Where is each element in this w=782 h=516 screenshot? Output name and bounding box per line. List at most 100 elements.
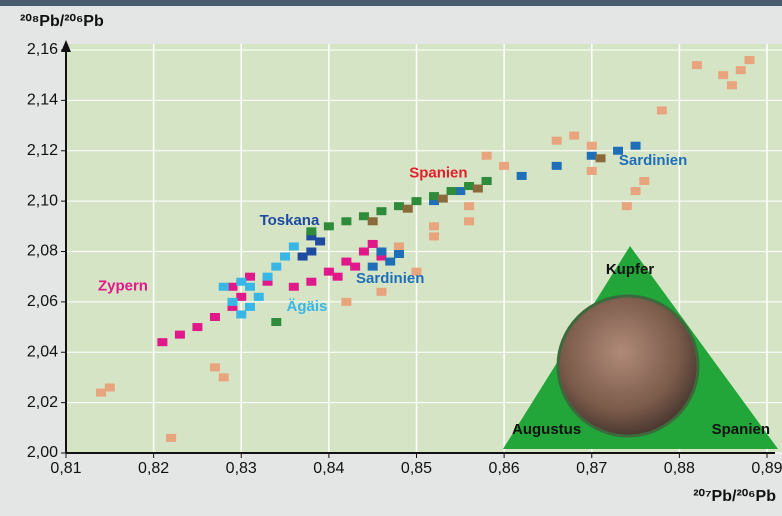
point <box>271 263 281 271</box>
point <box>499 162 509 170</box>
point <box>245 303 255 311</box>
y-tick-label: 2,04 <box>27 343 58 360</box>
point <box>271 318 281 326</box>
point <box>438 195 448 203</box>
point <box>429 192 439 200</box>
point <box>96 389 106 397</box>
x-tick-label: 0,86 <box>489 460 520 477</box>
series-label: Sardinien <box>619 152 687 169</box>
point <box>587 142 597 150</box>
series-label: Sardinien <box>356 270 424 287</box>
series-label: Ägäis <box>287 298 328 315</box>
chart: ²⁰⁸Pb/²⁰⁶Pb ²⁰⁷Pb/²⁰⁶Pb 0,810,820,830,84… <box>0 0 782 516</box>
point <box>341 298 351 306</box>
point <box>263 273 273 281</box>
y-tick-label: 2,08 <box>27 243 58 260</box>
point <box>429 232 439 240</box>
series-label: Zypern <box>98 278 148 295</box>
point <box>289 242 299 250</box>
y-tick-label: 2,12 <box>27 142 58 159</box>
point <box>341 258 351 266</box>
point <box>333 273 343 281</box>
x-tick-label: 0,89 <box>751 460 782 477</box>
point <box>464 217 474 225</box>
x-tick-label: 0,87 <box>576 460 607 477</box>
x-tick-label: 0,85 <box>401 460 432 477</box>
inset-top: Kupfer <box>606 261 654 278</box>
point <box>376 288 386 296</box>
point <box>464 182 474 190</box>
point <box>359 248 369 256</box>
inset-left: Augustus <box>512 421 581 438</box>
x-tick-label: 0,81 <box>50 460 81 477</box>
point <box>631 187 641 195</box>
y-tick-label: 2,10 <box>27 192 58 209</box>
y-tick-label: 2,14 <box>27 92 58 109</box>
point <box>622 202 632 210</box>
point <box>219 373 229 381</box>
series-label: Toskana <box>260 212 320 229</box>
point <box>552 137 562 145</box>
point <box>315 237 325 245</box>
point <box>482 152 492 160</box>
point <box>227 283 237 291</box>
y-tick-label: 2,16 <box>27 41 58 58</box>
point <box>192 323 202 331</box>
point <box>394 242 404 250</box>
point <box>657 106 667 114</box>
point <box>245 273 255 281</box>
point <box>210 363 220 371</box>
point <box>517 172 527 180</box>
point <box>289 283 299 291</box>
point <box>324 222 334 230</box>
y-tick-label: 2,00 <box>27 444 58 461</box>
point <box>236 278 246 286</box>
point <box>324 268 334 276</box>
point <box>464 202 474 210</box>
point <box>236 293 246 301</box>
point <box>245 283 255 291</box>
point <box>473 185 483 193</box>
x-tick-label: 0,83 <box>226 460 257 477</box>
point <box>359 212 369 220</box>
point <box>394 250 404 258</box>
point <box>482 177 492 185</box>
point <box>718 71 728 79</box>
point <box>175 331 185 339</box>
top-bar <box>0 0 782 6</box>
point <box>105 384 115 392</box>
point <box>219 283 229 291</box>
point <box>447 187 457 195</box>
point <box>385 258 395 266</box>
y-tick-label: 2,02 <box>27 394 58 411</box>
point <box>368 240 378 248</box>
point <box>736 66 746 74</box>
point <box>376 207 386 215</box>
point <box>210 313 220 321</box>
coin <box>558 296 698 436</box>
x-axis-title: ²⁰⁷Pb/²⁰⁶Pb <box>693 488 776 505</box>
x-tick-label: 0,88 <box>664 460 695 477</box>
point <box>727 81 737 89</box>
point <box>429 222 439 230</box>
point <box>639 177 649 185</box>
point <box>587 167 597 175</box>
series-label: Spanien <box>409 164 467 181</box>
point <box>368 217 378 225</box>
point <box>166 434 176 442</box>
point <box>744 56 754 64</box>
y-axis-title: ²⁰⁸Pb/²⁰⁶Pb <box>20 13 104 30</box>
point <box>280 253 290 261</box>
point <box>306 278 316 286</box>
point <box>587 152 597 160</box>
point <box>412 197 422 205</box>
point <box>631 142 641 150</box>
point <box>341 217 351 225</box>
inset-right: Spanien <box>712 421 770 438</box>
point <box>157 338 167 346</box>
y-tick-label: 2,06 <box>27 293 58 310</box>
point <box>236 310 246 318</box>
point <box>306 248 316 256</box>
point <box>376 248 386 256</box>
point <box>394 202 404 210</box>
